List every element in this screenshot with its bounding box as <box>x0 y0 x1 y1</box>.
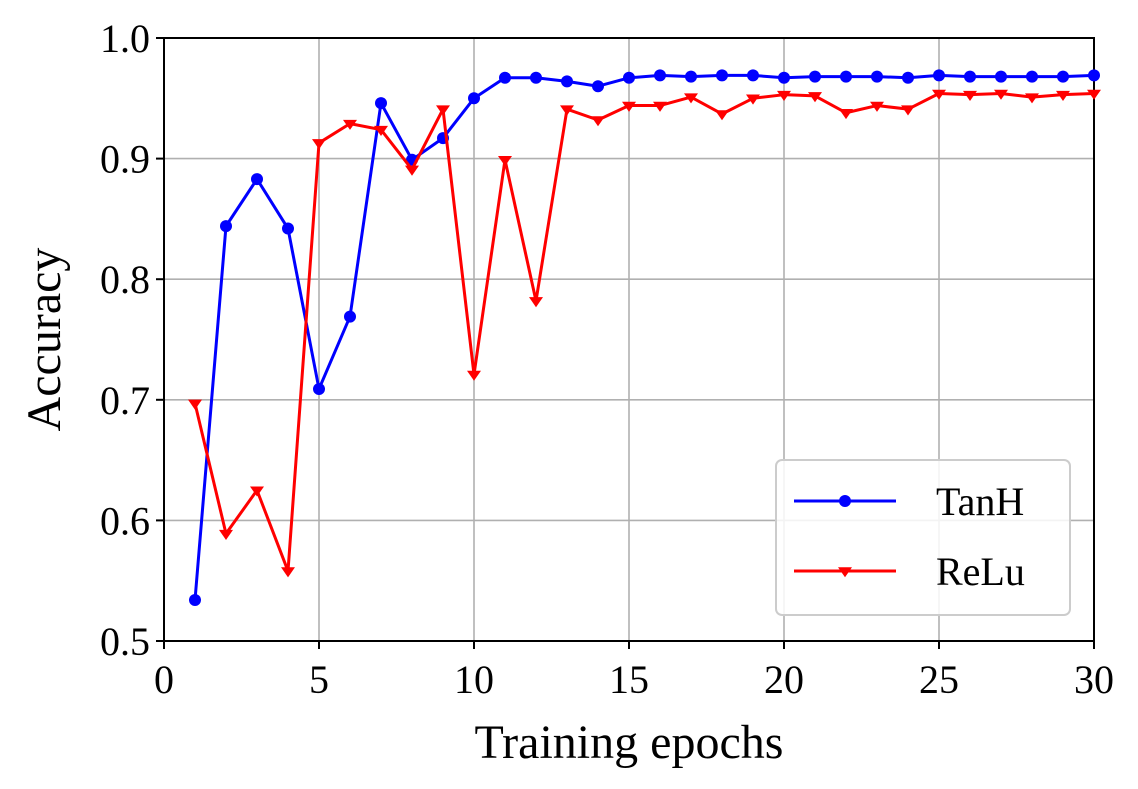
data-point-relu <box>715 110 729 121</box>
x-tick-label: 25 <box>919 657 959 702</box>
data-point-relu <box>405 165 419 176</box>
data-point-tanh <box>871 70 883 83</box>
data-point-tanh <box>933 69 945 82</box>
data-point-relu <box>653 101 667 112</box>
data-point-tanh <box>902 71 914 84</box>
x-tick-label: 0 <box>154 657 174 702</box>
data-point-relu <box>188 399 202 410</box>
y-tick-label: 0.9 <box>100 137 150 182</box>
data-point-relu <box>250 486 264 497</box>
data-point-tanh <box>1057 70 1069 83</box>
data-point-tanh <box>313 382 325 395</box>
data-point-relu <box>591 116 605 127</box>
data-point-tanh <box>561 75 573 88</box>
data-point-tanh <box>592 80 604 93</box>
data-point-tanh <box>685 70 697 83</box>
data-point-tanh <box>623 71 635 84</box>
data-point-relu <box>963 90 977 101</box>
data-point-tanh <box>995 70 1007 83</box>
data-point-relu <box>467 370 481 381</box>
data-point-relu <box>684 93 698 104</box>
data-point-relu <box>281 567 295 578</box>
data-point-relu <box>529 297 543 308</box>
series-relu <box>188 89 1101 578</box>
data-point-relu <box>343 119 357 130</box>
data-point-tanh <box>809 70 821 83</box>
data-point-relu <box>808 92 822 103</box>
data-point-relu <box>839 108 853 120</box>
y-tick-label: 0.7 <box>100 378 150 423</box>
data-point-tanh <box>189 593 201 606</box>
data-point-tanh <box>375 97 387 110</box>
data-point-relu <box>312 139 326 150</box>
y-tick-label: 1.0 <box>100 16 150 61</box>
data-point-relu <box>901 105 915 116</box>
data-point-tanh <box>1026 70 1038 83</box>
data-point-tanh <box>499 71 511 84</box>
data-point-relu <box>498 156 512 167</box>
y-tick-label: 0.8 <box>100 257 150 302</box>
series-line-relu <box>193 91 1095 573</box>
legend-marker-relu <box>838 567 852 578</box>
data-point-relu <box>560 105 574 116</box>
legend-label-tanh: TanH <box>936 479 1024 524</box>
data-point-tanh <box>220 220 232 233</box>
data-point-relu <box>1056 90 1070 101</box>
legend: TanH ReLu <box>775 459 1071 616</box>
data-point-relu <box>932 89 946 100</box>
series-layer <box>188 69 1101 606</box>
axis-ticks: 0 5 10 15 20 25 30 0.5 0.6 0.7 0.8 0.9 1.0 <box>100 16 1114 702</box>
legend-marker-tanh <box>839 495 851 507</box>
x-axis-title: Training epochs <box>475 716 784 769</box>
x-tick-label: 20 <box>764 657 804 702</box>
data-point-tanh <box>778 71 790 84</box>
x-tick-label: 15 <box>609 657 649 702</box>
x-tick-label: 10 <box>454 657 494 702</box>
y-tick-label: 0.6 <box>100 498 150 543</box>
y-tick-label: 0.5 <box>100 619 150 664</box>
data-point-tanh <box>654 69 666 82</box>
data-point-tanh <box>251 173 263 186</box>
data-point-tanh <box>282 222 294 235</box>
x-tick-label: 30 <box>1074 657 1114 702</box>
data-point-tanh <box>964 70 976 83</box>
data-point-relu <box>436 105 450 116</box>
data-point-relu <box>1087 89 1101 100</box>
legend-label-relu: ReLu <box>936 549 1025 594</box>
data-point-relu <box>994 89 1008 100</box>
data-point-relu <box>777 90 791 101</box>
legend-box <box>775 459 1071 616</box>
data-point-relu <box>622 101 636 112</box>
y-axis-title: Accuracy <box>18 248 71 432</box>
data-point-tanh <box>530 71 542 84</box>
data-point-tanh <box>716 69 728 82</box>
data-point-tanh <box>747 69 759 82</box>
series-tanh <box>189 69 1100 606</box>
data-point-relu <box>374 125 388 136</box>
data-point-relu <box>746 94 760 105</box>
data-point-tanh <box>344 310 356 323</box>
data-point-tanh <box>840 70 852 83</box>
data-point-tanh <box>1088 69 1100 82</box>
data-point-relu <box>870 101 884 112</box>
data-point-relu <box>219 529 233 540</box>
data-point-relu <box>1025 93 1039 104</box>
data-point-tanh <box>468 92 480 105</box>
x-tick-label: 5 <box>309 657 329 702</box>
